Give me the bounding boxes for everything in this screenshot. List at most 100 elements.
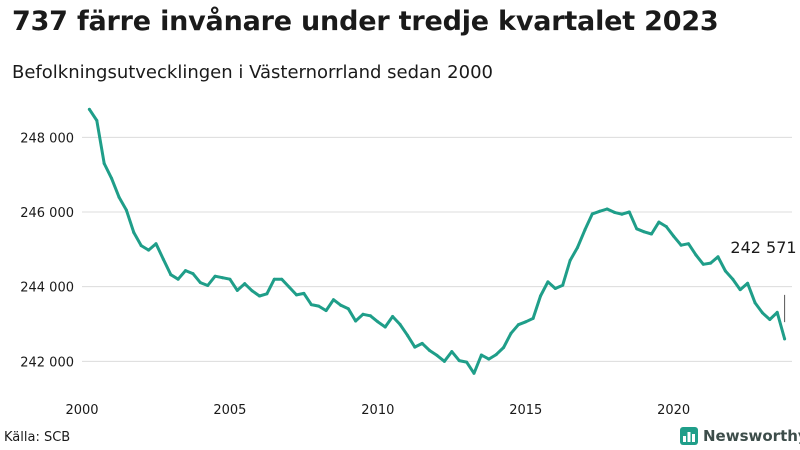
- y-tick-label: 244 000: [20, 281, 74, 296]
- data-point: [516, 323, 520, 327]
- data-point: [442, 359, 446, 363]
- data-point: [280, 277, 284, 281]
- data-point: [184, 269, 188, 273]
- data-point: [413, 345, 417, 349]
- data-point: [309, 303, 313, 307]
- data-point: [294, 293, 298, 297]
- data-point: [287, 285, 291, 289]
- y-axis-ticks: 242 000 244 000 246 000 248 000: [20, 131, 74, 370]
- data-point: [531, 316, 535, 320]
- series-line-population: [87, 107, 787, 375]
- data-point: [198, 281, 202, 285]
- data-point: [176, 277, 180, 281]
- data-point: [383, 325, 387, 329]
- data-point: [701, 262, 705, 266]
- data-point: [221, 276, 225, 280]
- annotation-label: 242 571: [730, 238, 796, 257]
- data-point: [568, 259, 572, 263]
- data-point: [524, 320, 528, 324]
- x-tick-label: 2000: [65, 403, 98, 418]
- data-point: [428, 349, 432, 353]
- brand-name: Newsworthy: [703, 427, 800, 445]
- data-point: [368, 314, 372, 318]
- data-point: [768, 318, 772, 322]
- data-point: [738, 288, 742, 292]
- data-point: [420, 341, 424, 345]
- data-point: [206, 284, 210, 288]
- data-point: [657, 220, 661, 224]
- data-point: [760, 311, 764, 315]
- data-point: [450, 350, 454, 354]
- data-point: [753, 301, 757, 305]
- data-point: [457, 359, 461, 363]
- data-point: [576, 245, 580, 249]
- data-point: [494, 353, 498, 357]
- data-point: [265, 292, 269, 296]
- x-tick-label: 2005: [213, 403, 246, 418]
- bar-chart-icon: [680, 427, 698, 445]
- data-point: [649, 232, 653, 236]
- data-point: [398, 322, 402, 326]
- data-point: [553, 287, 557, 291]
- data-point: [95, 119, 99, 123]
- data-point: [635, 227, 639, 231]
- data-point: [642, 230, 646, 234]
- data-point: [124, 208, 128, 212]
- data-point: [472, 371, 476, 375]
- x-axis-ticks: 2000 2005 2010 2015 2020: [65, 403, 690, 418]
- data-point: [191, 272, 195, 276]
- data-point: [590, 212, 594, 216]
- data-point: [546, 280, 550, 284]
- data-point: [598, 209, 602, 213]
- data-point: [731, 277, 735, 281]
- data-point: [672, 234, 676, 238]
- data-point: [694, 253, 698, 257]
- x-tick-label: 2010: [361, 403, 394, 418]
- data-point: [213, 274, 217, 278]
- data-point: [272, 277, 276, 281]
- data-point: [613, 210, 616, 214]
- x-tick-label: 2015: [509, 403, 542, 418]
- data-point: [243, 282, 247, 286]
- data-point: [686, 242, 690, 246]
- data-point: [117, 195, 121, 199]
- data-point: [479, 353, 483, 357]
- data-point: [376, 320, 380, 324]
- data-point: [709, 261, 713, 265]
- data-point: [487, 357, 491, 361]
- data-point: [783, 337, 787, 341]
- chart-subtitle: Befolkningsutvecklingen i Västernorrland…: [12, 62, 493, 83]
- data-point: [746, 281, 750, 285]
- y-tick-label: 246 000: [20, 206, 74, 221]
- data-point: [716, 255, 720, 259]
- data-point: [620, 212, 624, 216]
- data-point: [154, 242, 158, 246]
- source-note: Källa: SCB: [4, 430, 71, 445]
- data-point: [331, 298, 335, 302]
- data-point: [346, 307, 350, 311]
- y-tick-label: 242 000: [20, 355, 74, 370]
- data-points: [87, 107, 787, 375]
- data-point: [664, 225, 668, 229]
- data-point: [502, 346, 506, 350]
- data-point: [465, 360, 469, 364]
- data-point: [250, 289, 254, 293]
- data-point: [161, 257, 165, 261]
- data-point: [228, 277, 232, 281]
- data-point: [561, 283, 565, 287]
- gridlines: [82, 136, 792, 362]
- data-point: [509, 331, 513, 335]
- data-point: [169, 273, 173, 277]
- data-point: [110, 176, 114, 180]
- x-tick-label: 2020: [657, 403, 690, 418]
- data-point: [583, 228, 587, 232]
- data-point: [627, 210, 631, 214]
- data-point: [324, 309, 328, 313]
- data-point: [605, 207, 609, 211]
- data-point: [405, 333, 409, 337]
- data-point: [679, 243, 683, 247]
- data-point: [102, 161, 106, 165]
- data-point: [775, 310, 779, 314]
- data-point: [139, 244, 143, 248]
